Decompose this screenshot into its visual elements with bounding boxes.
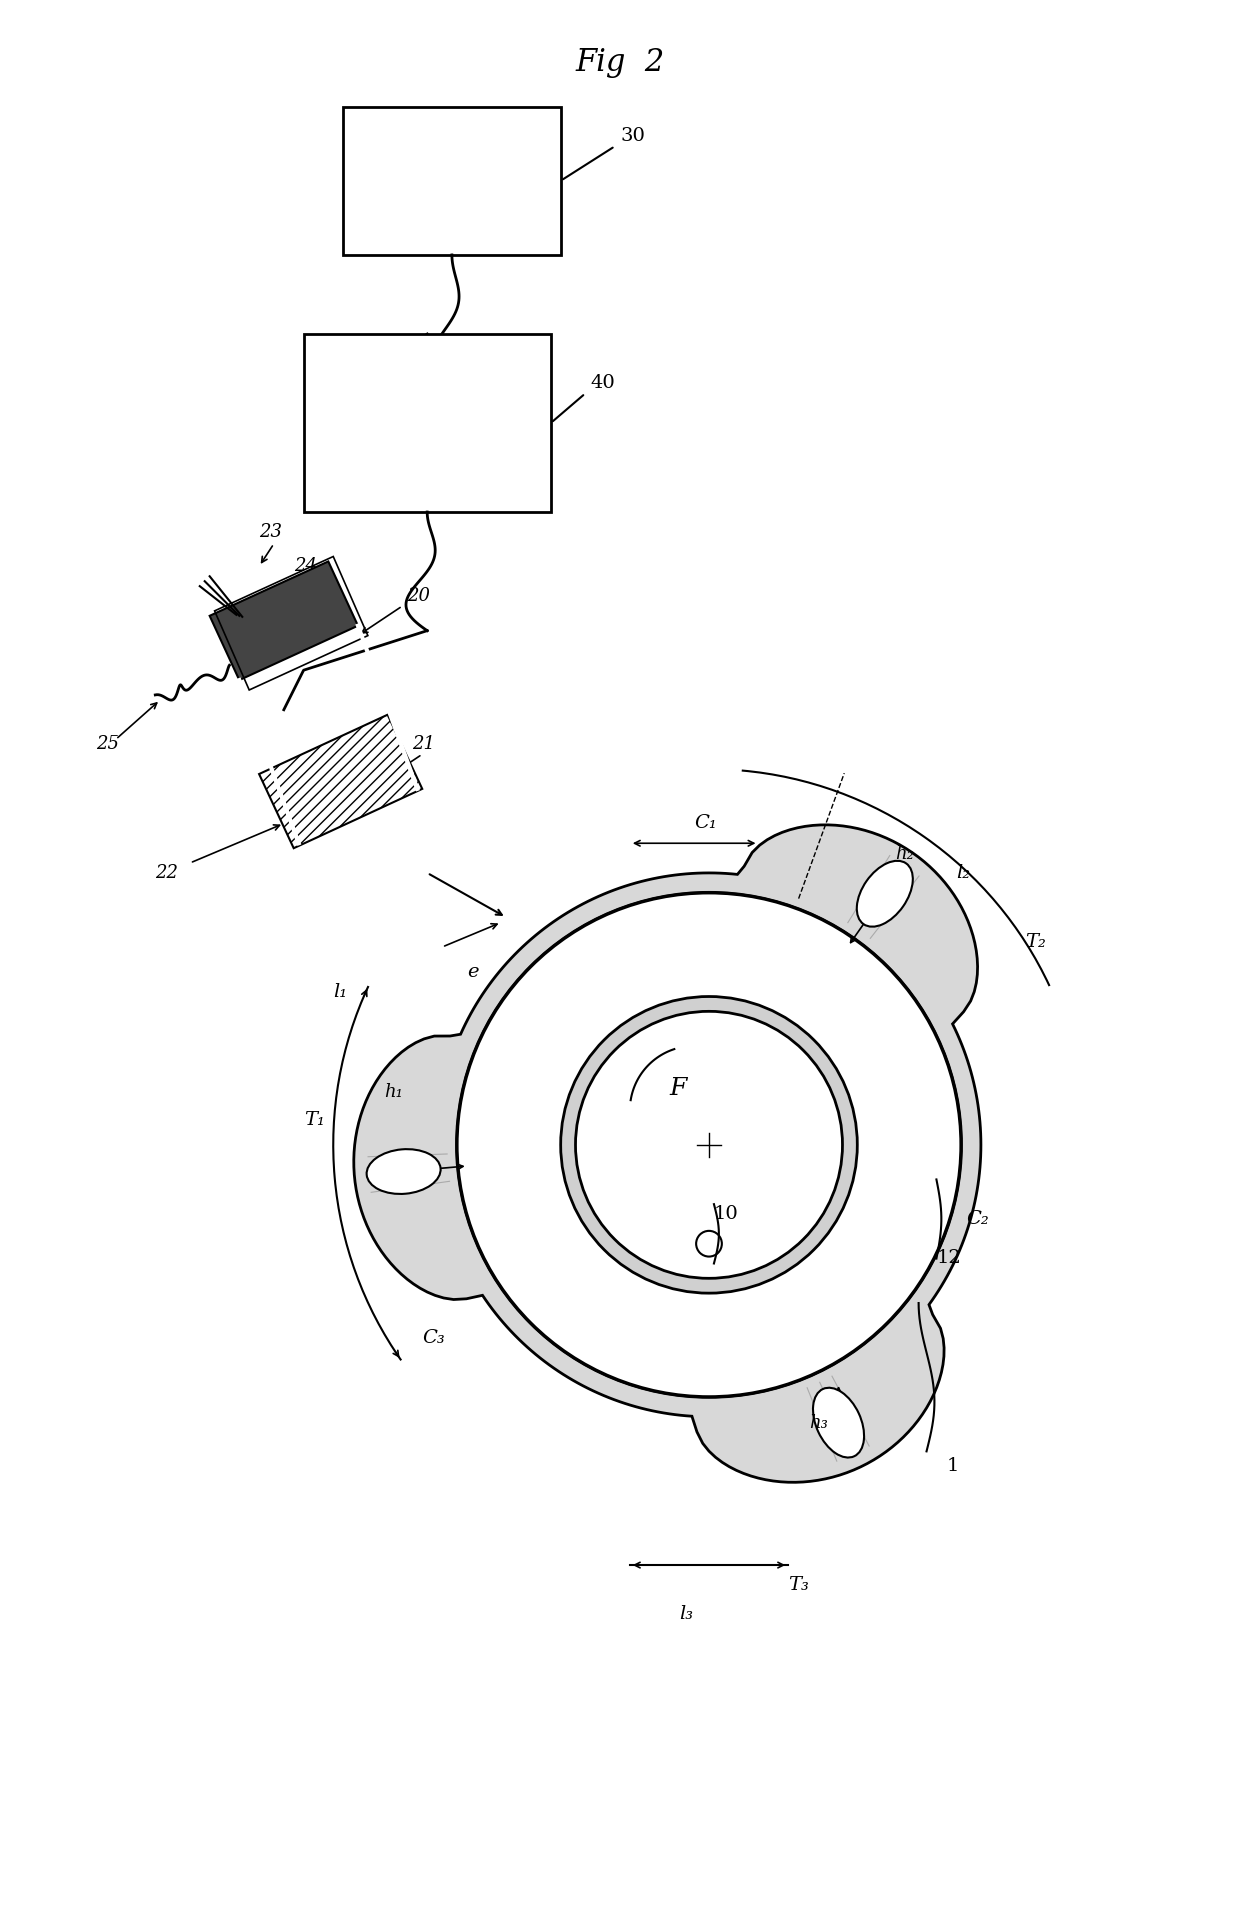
Polygon shape <box>259 715 423 849</box>
Text: C₃: C₃ <box>423 1329 445 1346</box>
Text: 10: 10 <box>714 1205 739 1222</box>
Text: F: F <box>670 1077 687 1100</box>
Text: 1: 1 <box>946 1457 959 1476</box>
Polygon shape <box>210 561 358 681</box>
Text: 22: 22 <box>155 864 179 881</box>
Text: l₁: l₁ <box>334 982 347 1001</box>
Text: 40: 40 <box>590 374 615 393</box>
Text: h₂: h₂ <box>895 845 914 864</box>
Text: 21: 21 <box>413 736 435 753</box>
Ellipse shape <box>857 860 913 927</box>
Bar <box>304 334 551 511</box>
Circle shape <box>456 892 961 1398</box>
Ellipse shape <box>813 1388 864 1457</box>
Text: T₃: T₃ <box>789 1575 808 1594</box>
Text: l₃: l₃ <box>680 1606 693 1623</box>
Ellipse shape <box>367 1150 440 1194</box>
Circle shape <box>575 1011 842 1278</box>
Text: T₂: T₂ <box>1025 933 1047 952</box>
Circle shape <box>696 1230 722 1257</box>
Text: 12: 12 <box>936 1249 961 1268</box>
Text: 30: 30 <box>620 128 645 145</box>
Circle shape <box>560 997 857 1293</box>
Text: 20: 20 <box>408 587 430 605</box>
Text: e: e <box>466 963 479 980</box>
Text: 25: 25 <box>95 736 119 753</box>
Circle shape <box>456 892 961 1398</box>
Text: T₁: T₁ <box>304 1112 325 1129</box>
Text: l₂: l₂ <box>956 864 971 881</box>
Text: h₃: h₃ <box>808 1413 828 1432</box>
Polygon shape <box>353 826 981 1482</box>
Text: h₁: h₁ <box>384 1083 403 1102</box>
Text: C₂: C₂ <box>966 1209 988 1228</box>
Text: Fig  2: Fig 2 <box>575 46 665 78</box>
Text: C₁: C₁ <box>694 814 717 833</box>
Bar <box>343 107 560 256</box>
Text: 24: 24 <box>294 557 316 576</box>
Text: 23: 23 <box>259 523 281 542</box>
